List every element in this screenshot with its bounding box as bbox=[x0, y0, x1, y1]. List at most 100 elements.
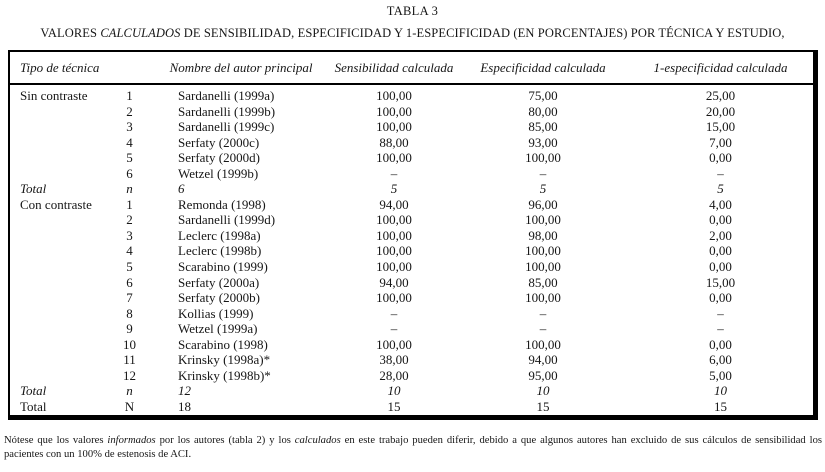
table-row: 12 Krinsky (1998b)* 28,00 95,00 5,00 bbox=[10, 368, 813, 384]
cell-unoespec: 0,00 bbox=[709, 259, 732, 275]
footnote-text-1: Nótese que los valores bbox=[4, 435, 108, 446]
cell-autor: Sardanelli (1999b) bbox=[178, 103, 276, 119]
cell-unoespec: 15,00 bbox=[705, 274, 736, 290]
cell-espec: 98,00 bbox=[528, 227, 558, 243]
table-row: 9 Wetzel (1999a) – – – bbox=[10, 321, 813, 337]
subtitle-emphasis-calculados: CALCULADOS bbox=[100, 26, 181, 40]
cell-sens: 28,00 bbox=[379, 367, 409, 383]
table-body: Sin contraste 1 Sardanelli (1999a) 100,00 75… bbox=[10, 85, 813, 414]
cell-num: 6 bbox=[126, 274, 133, 290]
header-nombre-autor-principal: Nombre del autor principal bbox=[169, 59, 313, 75]
cell-unoespec: – bbox=[717, 305, 724, 321]
cell-espec: 80,00 bbox=[528, 103, 558, 119]
cell-autor: Leclerc (1998b) bbox=[178, 243, 262, 259]
cell-unoespec: 0,00 bbox=[709, 243, 732, 259]
cell-espec: 15 bbox=[536, 398, 550, 414]
cell-autor: Scarabino (1999) bbox=[178, 259, 268, 275]
table-row: Total n 6 5 5 5 bbox=[10, 181, 813, 197]
table-row: Con contraste 1 Remonda (1998) 94,00 96,00 4,… bbox=[10, 197, 813, 213]
cell-tipo bbox=[10, 119, 107, 135]
table-row: Total N 18 15 15 15 bbox=[10, 399, 813, 415]
cell-autor: Serfaty (2000d) bbox=[178, 150, 260, 166]
cell-tipo bbox=[10, 135, 107, 151]
cell-tipo bbox=[10, 321, 107, 337]
cell-unoespec: 2,00 bbox=[709, 227, 732, 243]
cell-sens: 100,00 bbox=[376, 103, 412, 119]
cell-sens: 100,00 bbox=[376, 243, 412, 259]
cell-espec: – bbox=[539, 305, 547, 321]
cell-espec: 5 bbox=[539, 181, 547, 197]
header-tipo-de-tecnica: Tipo de técnica bbox=[20, 59, 100, 75]
cell-num: 9 bbox=[126, 321, 133, 337]
cell-tipo: Total bbox=[20, 181, 47, 197]
cell-unoespec: 4,00 bbox=[709, 196, 732, 212]
cell-unoespec: 5 bbox=[717, 181, 724, 197]
header-1-especificidad-calculada: 1-especificidad calculada bbox=[653, 59, 788, 75]
cell-autor: Scarabino (1998) bbox=[178, 336, 268, 352]
cell-tipo bbox=[10, 275, 107, 291]
cell-tipo bbox=[10, 259, 107, 275]
cell-num: 5 bbox=[126, 259, 133, 275]
cell-num: 12 bbox=[123, 367, 136, 383]
cell-sens: – bbox=[390, 305, 398, 321]
table-row: 11 Krinsky (1998a)* 38,00 94,00 6,00 bbox=[10, 352, 813, 368]
cell-sens: 94,00 bbox=[379, 274, 409, 290]
cell-num: 11 bbox=[123, 352, 136, 368]
cell-num: 4 bbox=[126, 134, 133, 150]
cell-sens: 5 bbox=[390, 181, 398, 197]
cell-sens: – bbox=[390, 165, 398, 181]
cell-autor: Kollias (1999) bbox=[178, 305, 254, 321]
cell-unoespec: 0,00 bbox=[709, 150, 732, 166]
cell-espec: 85,00 bbox=[528, 119, 558, 135]
cell-num: 3 bbox=[126, 227, 133, 243]
cell-unoespec: – bbox=[717, 321, 724, 337]
cell-espec: 96,00 bbox=[528, 196, 558, 212]
cell-espec: 100,00 bbox=[525, 290, 561, 306]
cell-sens: 38,00 bbox=[379, 352, 409, 368]
header-sensibilidad-calculada: Sensibilidad calculada bbox=[334, 59, 454, 75]
cell-num: 6 bbox=[126, 165, 133, 181]
cell-autor: Serfaty (2000a) bbox=[178, 274, 260, 290]
cell-tipo bbox=[10, 368, 107, 384]
table-row: 6 Serfaty (2000a) 94,00 85,00 15,00 bbox=[10, 275, 813, 291]
cell-espec: 95,00 bbox=[528, 367, 558, 383]
cell-sens: 100,00 bbox=[376, 336, 412, 352]
cell-autor: Remonda (1998) bbox=[178, 196, 266, 212]
cell-tipo bbox=[10, 290, 107, 306]
cell-num: 5 bbox=[126, 150, 133, 166]
cell-sens: 100,00 bbox=[376, 88, 412, 103]
cell-num: 1 bbox=[126, 196, 133, 212]
cell-autor: Serfaty (2000b) bbox=[178, 290, 260, 306]
cell-num: 10 bbox=[123, 336, 136, 352]
cell-autor: Wetzel (1999b) bbox=[178, 165, 259, 181]
cell-autor: Leclerc (1998a) bbox=[178, 227, 261, 243]
cell-tipo bbox=[10, 228, 107, 244]
cell-sens: 10 bbox=[387, 383, 401, 399]
cell-sens: 15 bbox=[387, 398, 401, 414]
header-especificidad-calculada: Especificidad calculada bbox=[480, 59, 606, 75]
cell-num: 2 bbox=[126, 212, 133, 228]
cell-unoespec: – bbox=[717, 165, 724, 181]
cell-num: N bbox=[124, 398, 135, 414]
table-header-row: Tipo de técnica Nombre del autor princip… bbox=[10, 52, 813, 85]
table-row: 5 Scarabino (1999) 100,00 100,00 0,00 bbox=[10, 259, 813, 275]
table-row: 4 Leclerc (1998b) 100,00 100,00 0,00 bbox=[10, 243, 813, 259]
cell-tipo bbox=[10, 352, 107, 368]
table-row: 3 Leclerc (1998a) 100,00 98,00 2,00 bbox=[10, 228, 813, 244]
cell-tipo bbox=[10, 104, 107, 120]
cell-tipo: Sin contraste bbox=[20, 88, 88, 103]
table-row: 4 Serfaty (2000c) 88,00 93,00 7,00 bbox=[10, 135, 813, 151]
cell-unoespec: 7,00 bbox=[709, 134, 732, 150]
cell-unoespec: 0,00 bbox=[709, 212, 732, 228]
cell-autor: Sardanelli (1999a) bbox=[178, 88, 275, 103]
footnote-text-2: por los autores (tabla 2) y los bbox=[155, 435, 295, 446]
cell-num: 4 bbox=[126, 243, 133, 259]
table-row: 6 Wetzel (1999b) – – – bbox=[10, 166, 813, 182]
cell-unoespec: 5,00 bbox=[709, 367, 732, 383]
cell-espec: – bbox=[539, 165, 547, 181]
cell-unoespec: 25,00 bbox=[705, 88, 736, 103]
cell-espec: 94,00 bbox=[528, 352, 558, 368]
table-row: Sin contraste 1 Sardanelli (1999a) 100,00 75… bbox=[10, 88, 813, 104]
table-row: 7 Serfaty (2000b) 100,00 100,00 0,00 bbox=[10, 290, 813, 306]
cell-autor: Krinsky (1998b)* bbox=[178, 367, 271, 383]
